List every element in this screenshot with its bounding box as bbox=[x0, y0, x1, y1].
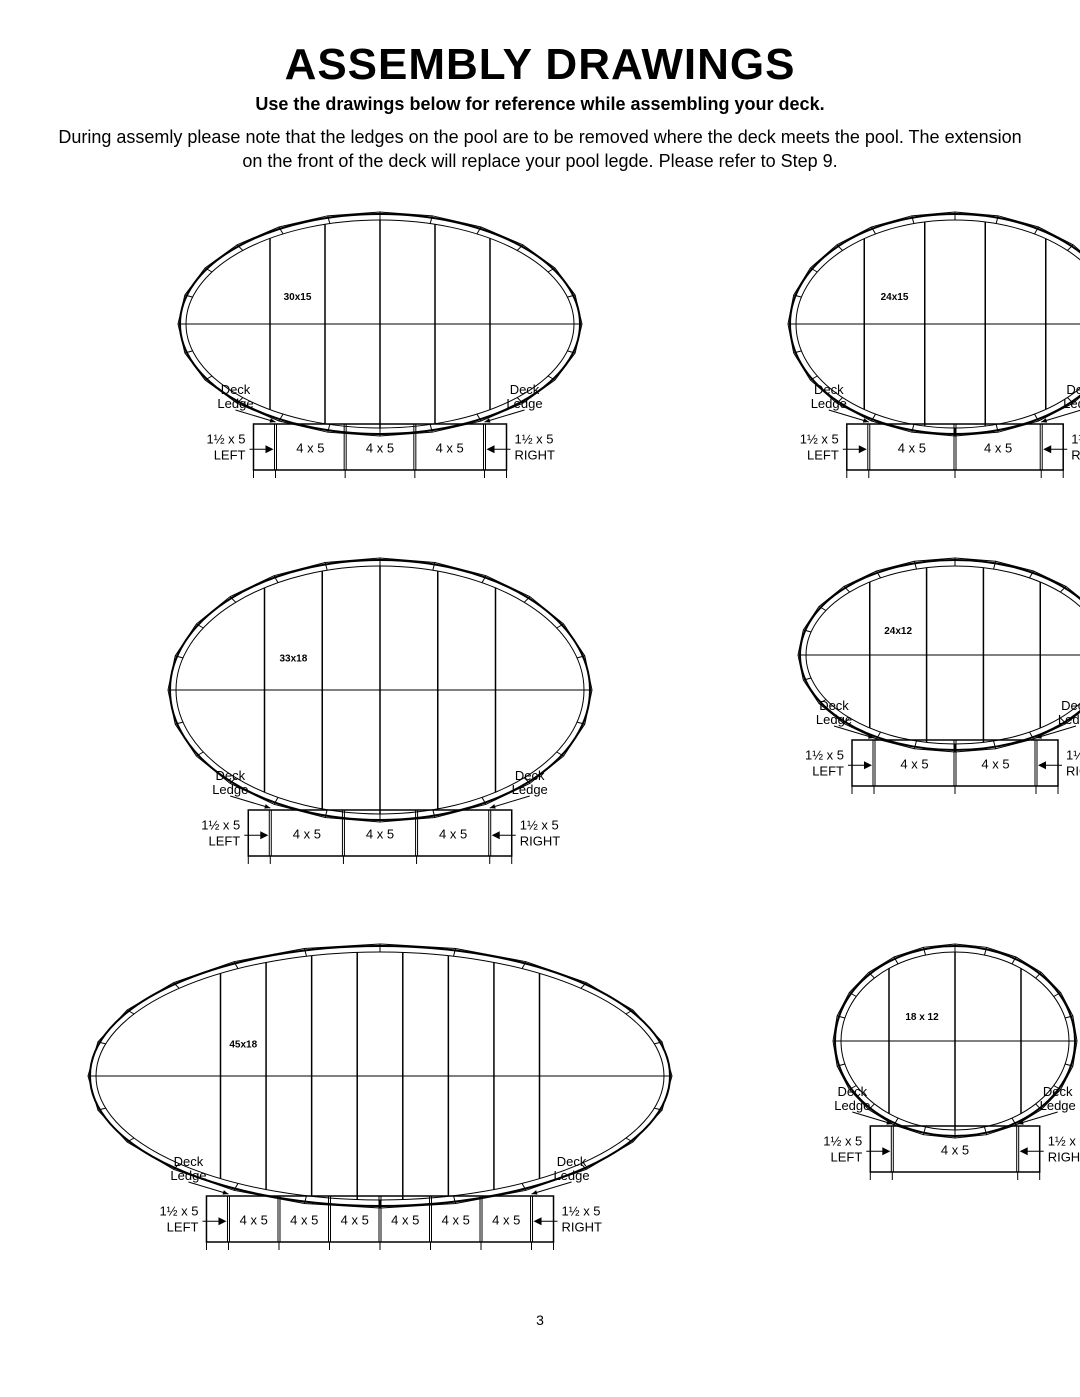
size-label: 33x18 bbox=[279, 653, 307, 664]
svg-text:1½ x 5: 1½ x 5 bbox=[515, 431, 554, 446]
svg-text:1½ x 5: 1½ x 5 bbox=[1066, 747, 1080, 762]
pool-diagram-18x12: 18 x 12DeckLedgeDeckLedge1½ x 5LEFT1½ x … bbox=[790, 936, 1080, 1212]
deck-ledge-label: DeckLedge bbox=[512, 768, 548, 797]
svg-text:1½ x 5: 1½ x 5 bbox=[823, 1133, 862, 1148]
size-label: 45x18 bbox=[229, 1039, 257, 1050]
diagram-cell: 33x18DeckLedgeDeckLedge1½ x 5LEFT1½ x 5R… bbox=[50, 550, 710, 896]
section-dim: 4 x 5 bbox=[439, 826, 467, 841]
svg-text:LEFT: LEFT bbox=[812, 763, 844, 778]
size-label: 18 x 12 bbox=[905, 1012, 939, 1023]
deck-ledge-label: DeckLedge bbox=[217, 382, 253, 411]
svg-text:1½ x 5: 1½ x 5 bbox=[805, 747, 844, 762]
svg-text:1½ x 5: 1½ x 5 bbox=[1071, 431, 1080, 446]
deck-ledge-label: DeckLedge bbox=[212, 768, 248, 797]
intro-text: During assemly please note that the ledg… bbox=[50, 125, 1030, 174]
section-dim: 4 x 5 bbox=[341, 1212, 369, 1227]
svg-text:1½ x 5: 1½ x 5 bbox=[562, 1203, 601, 1218]
diagram-cell: 45x18DeckLedgeDeckLedge1½ x 5LEFT1½ x 5R… bbox=[50, 936, 710, 1282]
svg-text:RIGHT: RIGHT bbox=[1066, 763, 1080, 778]
svg-text:1½ x 5: 1½ x 5 bbox=[201, 817, 240, 832]
section-dim: 4 x 5 bbox=[492, 1212, 520, 1227]
section-dim: 4 x 5 bbox=[984, 440, 1012, 455]
pool-diagram-24x15: 24x15DeckLedgeDeckLedge1½ x 5LEFT1½ x 5R… bbox=[750, 204, 1080, 510]
page-number: 3 bbox=[50, 1312, 1030, 1328]
pool-diagram-45x18: 45x18DeckLedgeDeckLedge1½ x 5LEFT1½ x 5R… bbox=[50, 936, 710, 1282]
subtitle: Use the drawings below for reference whi… bbox=[50, 94, 1030, 115]
svg-text:RIGHT: RIGHT bbox=[562, 1219, 603, 1234]
svg-text:LEFT: LEFT bbox=[214, 447, 246, 462]
deck-ledge-label: DeckLedge bbox=[811, 382, 847, 411]
svg-text:LEFT: LEFT bbox=[208, 833, 240, 848]
svg-text:RIGHT: RIGHT bbox=[515, 447, 556, 462]
svg-text:1½ x 5: 1½ x 5 bbox=[1048, 1133, 1080, 1148]
section-dim: 4 x 5 bbox=[366, 826, 394, 841]
section-dim: 4 x 5 bbox=[941, 1142, 969, 1157]
deck-ledge-label: DeckLedge bbox=[1040, 1084, 1076, 1113]
section-dim: 4 x 5 bbox=[290, 1212, 318, 1227]
deck-ledge-label: DeckLedge bbox=[834, 1084, 870, 1113]
section-dim: 4 x 5 bbox=[436, 440, 464, 455]
svg-text:LEFT: LEFT bbox=[807, 447, 839, 462]
diagram-cell: 24x12DeckLedgeDeckLedge1½ x 5LEFT1½ x 5R… bbox=[750, 550, 1080, 896]
svg-text:1½ x 5: 1½ x 5 bbox=[159, 1203, 198, 1218]
section-dim: 4 x 5 bbox=[293, 826, 321, 841]
pool-diagram-33x18: 33x18DeckLedgeDeckLedge1½ x 5LEFT1½ x 5R… bbox=[130, 550, 630, 896]
diagram-cell: 24x15DeckLedgeDeckLedge1½ x 5LEFT1½ x 5R… bbox=[750, 204, 1080, 510]
section-dim: 4 x 5 bbox=[981, 756, 1009, 771]
section-dim: 4 x 5 bbox=[296, 440, 324, 455]
deck-ledge-label: DeckLedge bbox=[1063, 382, 1080, 411]
deck-ledge-label: DeckLedge bbox=[553, 1154, 589, 1183]
size-label: 30x15 bbox=[284, 291, 312, 302]
pool-diagram-30x15: 30x15DeckLedgeDeckLedge1½ x 5LEFT1½ x 5R… bbox=[140, 204, 620, 510]
deck-ledge-label: DeckLedge bbox=[816, 698, 852, 727]
svg-text:RIGHT: RIGHT bbox=[520, 833, 561, 848]
section-dim: 4 x 5 bbox=[240, 1212, 268, 1227]
pool-diagram-24x12: 24x12DeckLedgeDeckLedge1½ x 5LEFT1½ x 5R… bbox=[760, 550, 1080, 826]
section-dim: 4 x 5 bbox=[898, 440, 926, 455]
size-label: 24x12 bbox=[884, 626, 912, 637]
svg-text:LEFT: LEFT bbox=[167, 1219, 199, 1234]
diagram-grid: 30x15DeckLedgeDeckLedge1½ x 5LEFT1½ x 5R… bbox=[50, 204, 1030, 1282]
svg-text:LEFT: LEFT bbox=[831, 1149, 863, 1164]
svg-text:1½ x 5: 1½ x 5 bbox=[800, 431, 839, 446]
page-title: ASSEMBLY DRAWINGS bbox=[50, 40, 1030, 90]
section-dim: 4 x 5 bbox=[900, 756, 928, 771]
svg-text:1½ x 5: 1½ x 5 bbox=[520, 817, 559, 832]
section-dim: 4 x 5 bbox=[366, 440, 394, 455]
svg-text:RIGHT: RIGHT bbox=[1048, 1149, 1080, 1164]
diagram-cell: 18 x 12DeckLedgeDeckLedge1½ x 5LEFT1½ x … bbox=[750, 936, 1080, 1282]
deck-ledge-label: DeckLedge bbox=[506, 382, 542, 411]
deck-ledge-label: DeckLedge bbox=[1058, 698, 1080, 727]
svg-text:1½ x 5: 1½ x 5 bbox=[206, 431, 245, 446]
section-dim: 4 x 5 bbox=[391, 1212, 419, 1227]
size-label: 24x15 bbox=[881, 291, 909, 302]
svg-text:RIGHT: RIGHT bbox=[1071, 447, 1080, 462]
deck-ledge-label: DeckLedge bbox=[170, 1154, 206, 1183]
diagram-cell: 30x15DeckLedgeDeckLedge1½ x 5LEFT1½ x 5R… bbox=[50, 204, 710, 510]
section-dim: 4 x 5 bbox=[442, 1212, 470, 1227]
